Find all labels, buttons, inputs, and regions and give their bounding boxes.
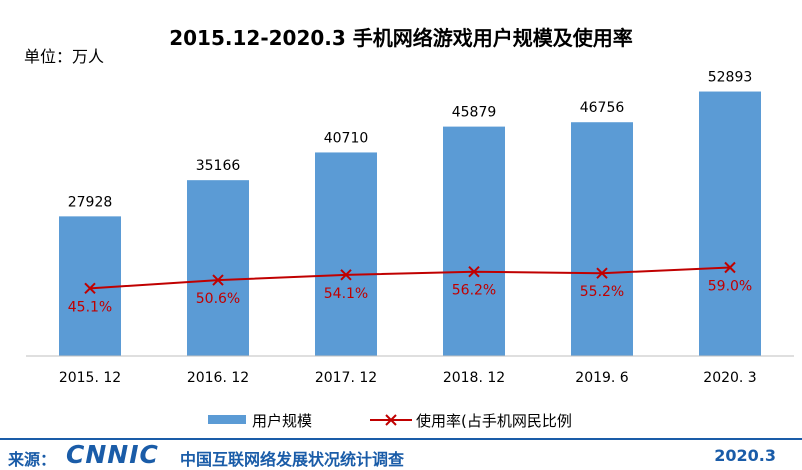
bar-value-label: 45879 <box>452 105 497 121</box>
line-marker <box>212 274 224 286</box>
line-marker <box>340 269 352 281</box>
cnnic-logo: CNNIC <box>66 440 159 469</box>
source-organization: 中国互联网络发展状况统计调查 <box>180 450 405 469</box>
x-tick-label: 2016. 12 <box>187 370 249 386</box>
x-tick-label: 2020. 3 <box>703 370 756 386</box>
line-value-label: 45.1% <box>68 299 112 315</box>
bar-value-label: 46756 <box>580 100 625 116</box>
bar <box>443 126 505 356</box>
bar <box>571 122 633 356</box>
x-tick-label: 2017. 12 <box>315 370 377 386</box>
bar <box>187 180 249 356</box>
legend: 用户规模 使用率(占手机网民比例 <box>208 412 572 430</box>
footer: 来源： CNNIC 中国互联网络发展状况统计调查 2020.3 <box>0 438 802 470</box>
bar <box>699 91 761 356</box>
line-value-label: 56.2% <box>452 283 496 299</box>
chart-title: 2015.12-2020.3 手机网络游戏用户规模及使用率 <box>169 26 633 50</box>
footer-date: 2020.3 <box>714 446 776 465</box>
bar-value-label: 27928 <box>68 194 113 210</box>
line-value-label: 54.1% <box>324 286 368 302</box>
line-marker <box>84 282 96 295</box>
bar-value-label: 52893 <box>708 70 753 86</box>
legend-label-line: 使用率(占手机网民比例 <box>416 412 572 430</box>
line-series-group <box>84 261 736 295</box>
line-series <box>89 266 731 290</box>
line-value-label: 50.6% <box>196 291 240 307</box>
legend-marker-icon <box>385 414 397 426</box>
legend-label-bar: 用户规模 <box>252 412 312 430</box>
x-tick-label: 2015. 12 <box>59 370 121 386</box>
bars-group <box>59 91 761 356</box>
line-labels-group: 45.1% 50.6% 54.1% 56.2% 55.2% 59.0% <box>68 279 752 316</box>
x-tick-label: 2019. 6 <box>575 370 629 386</box>
x-tick-label: 2018. 12 <box>443 370 505 386</box>
bar-value-label: 35166 <box>196 158 241 174</box>
bar-labels-group: 27928 35166 40710 45879 46756 52893 <box>68 70 753 211</box>
line-marker <box>724 261 736 274</box>
bar-value-label: 40710 <box>324 130 369 146</box>
line-value-label: 55.2% <box>580 284 624 300</box>
unit-label: 单位：万人 <box>24 47 105 66</box>
bar <box>315 152 377 356</box>
line-value-label: 59.0% <box>708 279 752 295</box>
legend-swatch-bar <box>208 415 246 424</box>
source-label: 来源： <box>8 450 57 469</box>
x-tick-labels-group: 2015. 12 2016. 12 2017. 12 2018. 12 2019. 6 2… <box>59 370 757 386</box>
line-marker <box>468 265 480 278</box>
line-marker <box>596 267 608 279</box>
footer-rule <box>0 438 802 440</box>
